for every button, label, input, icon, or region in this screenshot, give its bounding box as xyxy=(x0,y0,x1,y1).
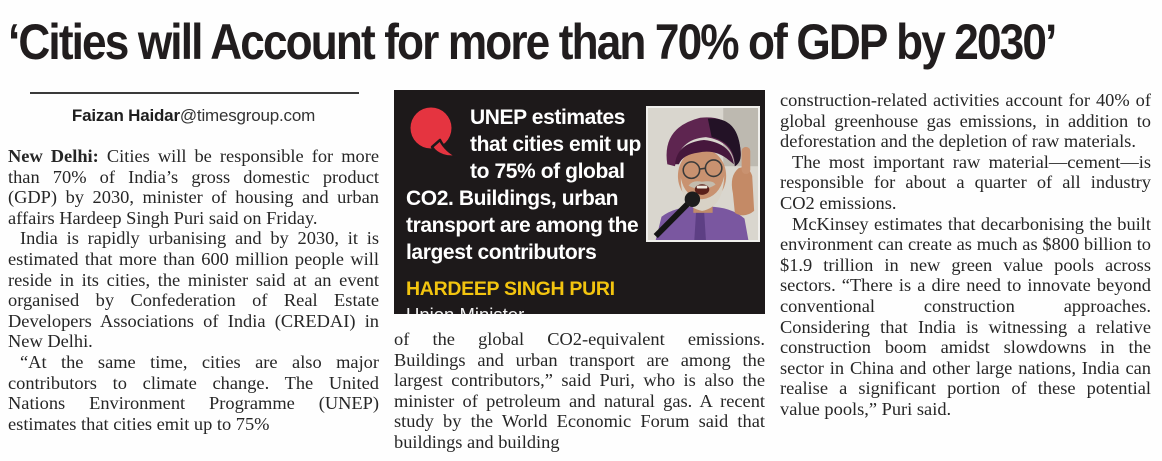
article-paragraph: of the global CO2-equivalent emissions. … xyxy=(394,329,765,452)
headline-container: ‘Cities will Account for more than 70% o… xyxy=(8,6,1154,80)
column-2: UNEP estimates that cities emit up to 75… xyxy=(394,90,765,453)
column-1-text: New Delhi: Cities will be responsible fo… xyxy=(8,146,379,434)
dateline: New Delhi: xyxy=(8,146,99,166)
article-paragraph: The most important raw material—cement—i… xyxy=(780,151,1151,213)
article-paragraph: New Delhi: Cities will be responsible fo… xyxy=(8,146,379,228)
pull-quote-text: UNEP estimates that cities emit up to 75… xyxy=(406,106,641,264)
byline-author: Faizan Haidar xyxy=(71,106,180,125)
article-columns: Faizan Haidar@timesgroup.com New Delhi: … xyxy=(8,90,1154,453)
article-paragraph: India is rapidly urbanising and by 2030,… xyxy=(8,228,379,352)
article-paragraph: McKinsey estimates that decarbonising th… xyxy=(780,213,1151,419)
article-paragraph: construction-related activities account … xyxy=(780,90,1151,152)
byline-email: @timesgroup.com xyxy=(179,106,316,125)
article-paragraph: “At the same time, cities are also major… xyxy=(8,351,379,434)
column-3-text: construction-related activities account … xyxy=(780,90,1151,420)
quote-bubble-icon xyxy=(408,106,460,160)
column-1: Faizan Haidar@timesgroup.com New Delhi: … xyxy=(8,90,379,453)
minister-photo xyxy=(646,106,760,242)
column-3: construction-related activities account … xyxy=(780,90,1151,453)
byline: Faizan Haidar@timesgroup.com xyxy=(8,106,379,126)
quote-attribution-name: HARDEEP SINGH PURI xyxy=(406,278,615,300)
article-headline: ‘Cities will Account for more than 70% o… xyxy=(8,13,1057,70)
quote-attribution-title: Union Minister xyxy=(406,304,753,314)
pull-quote-box: UNEP estimates that cities emit up to 75… xyxy=(394,90,765,314)
byline-divider xyxy=(30,92,359,94)
column-2-text: of the global CO2-equivalent emissions. … xyxy=(394,329,765,453)
paragraph-text: Cities will be responsible for more than… xyxy=(8,146,379,228)
